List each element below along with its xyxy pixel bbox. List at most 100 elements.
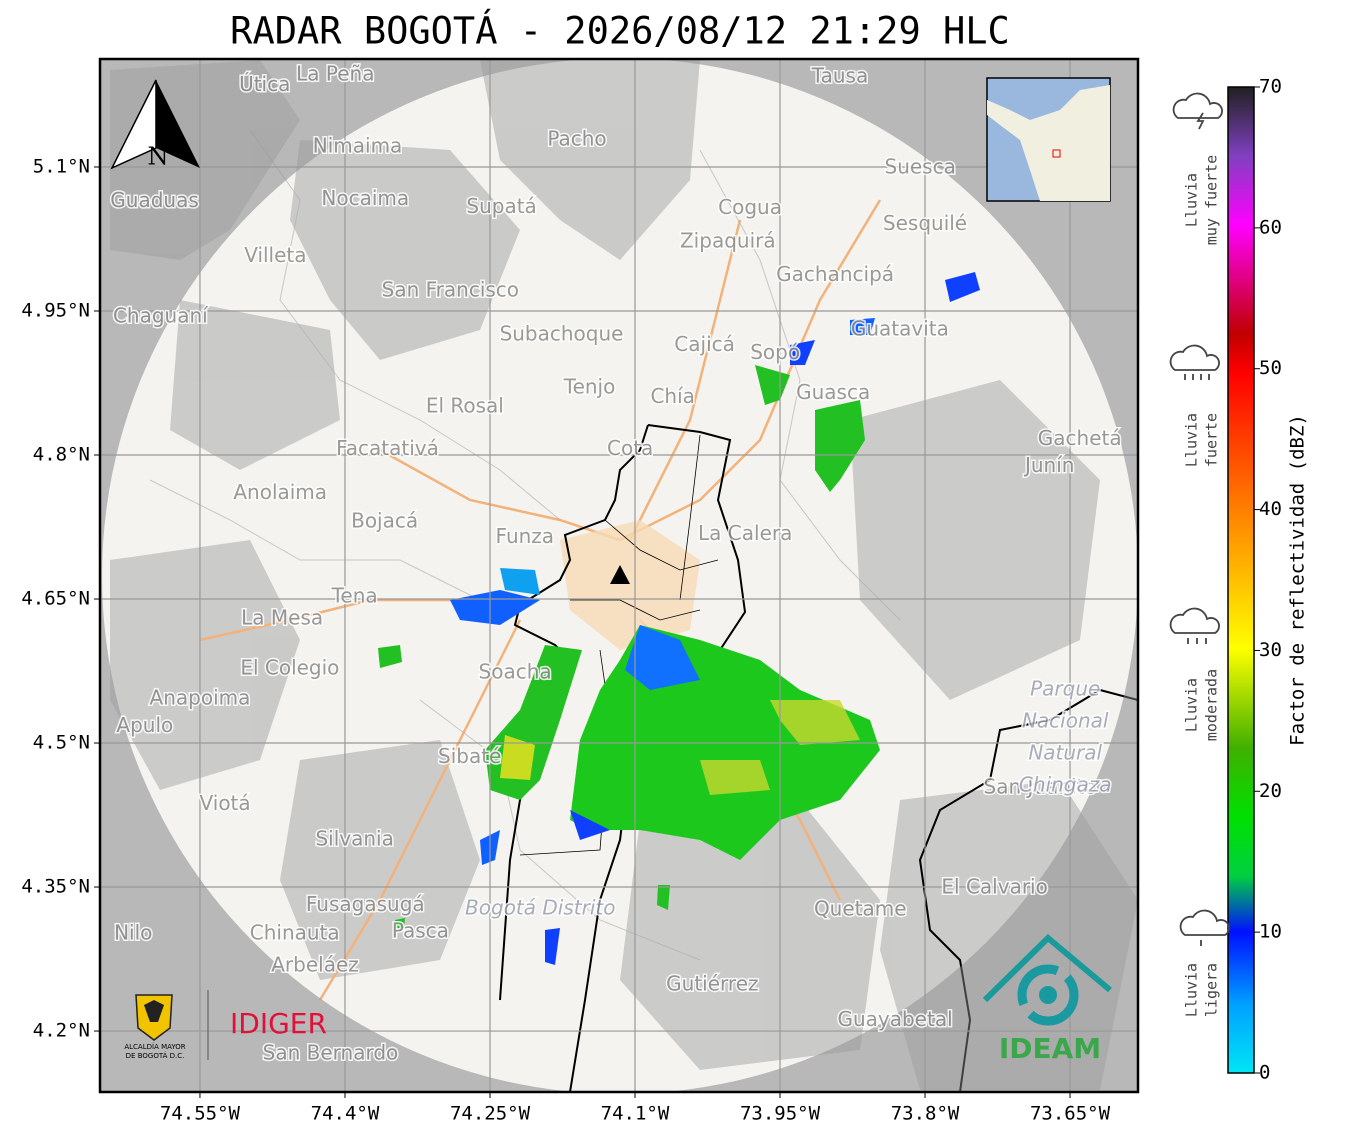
colorbar-label: Factor de reflectividad (dBZ) (1287, 414, 1309, 746)
place-label: Guayabetal (837, 1007, 952, 1031)
y-tick-label: 4.5°N (33, 732, 90, 754)
place-label: Gutiérrez (666, 971, 758, 995)
alcaldia-text: ALCALDÍA MAYOR DE BOGOTÁ D.C. (124, 1042, 185, 1060)
x-tick-label: 73.65°W (1030, 1103, 1111, 1125)
ideam-logo: IDEAM (982, 933, 1112, 1065)
y-tick-label: 4.35°N (21, 876, 90, 898)
place-label: Viotá (200, 791, 251, 815)
place-label: Cota (607, 436, 653, 460)
place-label: Sibaté (438, 744, 501, 768)
place-label: Gachetá (1038, 426, 1122, 450)
place-label: Junín (1023, 453, 1074, 477)
colorbar-ticks: 0 10 20 30 40 50 60 70 (1254, 76, 1282, 1084)
place-label: Nimaima (313, 133, 403, 157)
place-label: Soacha (479, 659, 552, 683)
place-label: Pasca (392, 919, 449, 943)
place-label: Suesca (885, 154, 956, 178)
place-label: San Bernardo (263, 1041, 399, 1065)
radar-echoes (378, 272, 980, 965)
place-label: Cajicá (674, 332, 735, 356)
alcaldia-line: DE BOGOTÁ D.C. (126, 1051, 185, 1060)
place-label: Gachancipá (776, 262, 894, 286)
place-label: Funza (496, 524, 555, 548)
place-label: Sesquilé (883, 211, 967, 235)
place-label: Anolaima (233, 480, 327, 504)
place-label: Bojacá (351, 509, 418, 533)
place-label: San Francisco (382, 277, 519, 301)
ideam-text: IDEAM (999, 1032, 1101, 1065)
rain-level-label: ligera (1203, 963, 1221, 1017)
x-tick-label: 74.55°W (160, 1103, 241, 1125)
rain-level-label: Lluvia (1183, 173, 1201, 227)
map-frame (98, 57, 1140, 1094)
place-label: Cogua (718, 195, 782, 219)
x-tick-label: 73.8°W (891, 1103, 960, 1125)
colorbar-tick-label: 70 (1259, 76, 1282, 98)
place-label: La Mesa (241, 606, 323, 630)
place-label: San Juanito (984, 775, 1097, 799)
y-tick-label: 4.2°N (33, 1020, 90, 1042)
alcaldia-logo: ALCALDÍA MAYOR DE BOGOTÁ D.C. IDIGER (124, 990, 327, 1060)
place-label: Tausa (811, 63, 869, 87)
place-label: Facatativá (336, 436, 439, 460)
x-tick-label: 74.4°W (311, 1103, 380, 1125)
colorbar-tick-label: 60 (1259, 216, 1282, 238)
place-label: Chinauta (250, 921, 340, 945)
place-label: Supatá (466, 194, 536, 218)
colorbar (1227, 86, 1255, 1074)
place-label: La Calera (698, 521, 792, 545)
place-label: Guasca (796, 380, 870, 404)
colorbar-tick-label: 30 (1259, 639, 1282, 661)
colorbar-tick-label: 10 (1259, 921, 1282, 943)
rain-level-label: Lluvia (1183, 678, 1201, 732)
y-tick-label: 4.8°N (33, 444, 90, 466)
area-label: Parque (1030, 677, 1100, 701)
rain-level-label: Lluvia (1183, 963, 1201, 1017)
place-label: La Peña (296, 61, 374, 85)
graticule (100, 59, 1138, 1092)
axis-ticks: 74.55°W 74.4°W 74.25°W 74.1°W 73.95°W 73.8°W 7… (21, 156, 1110, 1125)
area-label: Natural (1028, 741, 1102, 765)
place-label: Chía (650, 384, 694, 408)
place-label: El Colegio (240, 656, 339, 680)
place-label: Chaguaní (113, 303, 209, 327)
place-label: Apulo (116, 713, 173, 737)
x-tick-label: 73.95°W (740, 1103, 821, 1125)
place-label: Fusagasugá (306, 892, 425, 916)
y-tick-label: 5.1°N (33, 156, 90, 178)
place-label: Útica (239, 72, 290, 96)
area-label: Nacional (1022, 709, 1109, 733)
place-label: Pacho (547, 127, 606, 151)
place-label: Guaduas (110, 188, 198, 212)
north-arrow: N (110, 79, 200, 171)
area-label: Bogotá Distrito (465, 896, 615, 920)
y-tick-label: 4.65°N (21, 588, 90, 610)
rain-level-label: fuerte (1203, 413, 1221, 467)
idiger-logo: IDIGER (230, 1007, 327, 1040)
x-tick-label: 74.1°W (601, 1103, 670, 1125)
place-label: Tena (331, 584, 378, 608)
place-label: Arbeláez (271, 952, 359, 976)
rain-level-label: muy fuerte (1203, 155, 1221, 245)
place-label: Sopó (750, 340, 800, 364)
place-label: Villeta (244, 243, 306, 267)
place-label: El Calvario (941, 874, 1047, 898)
colorbar-tick-label: 0 (1259, 1062, 1270, 1084)
place-label: Zipaquirá (680, 228, 776, 252)
colorbar-tick-label: 40 (1259, 498, 1282, 520)
place-label: Nocaima (321, 186, 409, 210)
place-label: Guatavita (851, 317, 949, 341)
place-label: El Rosal (426, 394, 504, 418)
place-label: Tenjo (563, 374, 616, 398)
place-label: Quetame (814, 897, 907, 921)
north-label: N (148, 143, 169, 171)
place-label: Anapoima (150, 685, 251, 709)
place-label: Silvania (315, 826, 393, 850)
area-label: Chingaza (1019, 773, 1112, 797)
rain-level-label: moderada (1203, 669, 1221, 741)
x-tick-label: 74.25°W (450, 1103, 531, 1125)
place-label: Subachoque (500, 322, 624, 346)
